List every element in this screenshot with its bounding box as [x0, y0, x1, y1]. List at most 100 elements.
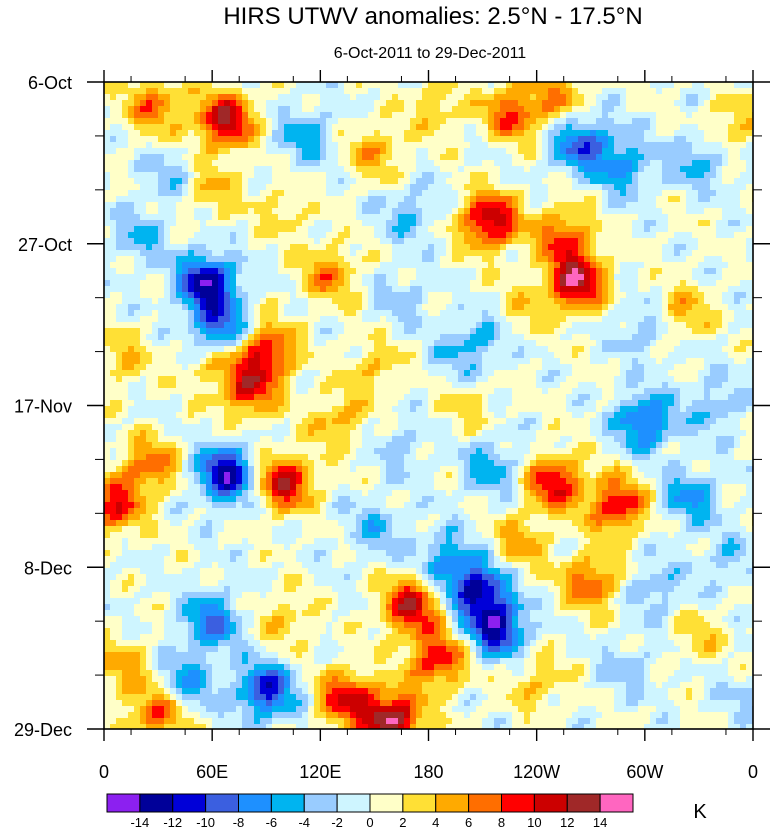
field-cell	[182, 214, 189, 221]
field-cell	[104, 268, 111, 275]
field-cell	[686, 82, 693, 89]
field-cell	[668, 232, 675, 239]
field-cell	[686, 232, 693, 239]
field-cell	[284, 94, 291, 101]
field-cell	[416, 118, 423, 125]
field-cell	[638, 274, 645, 281]
field-cell	[608, 166, 615, 173]
field-cell	[446, 88, 453, 95]
field-cell	[722, 310, 729, 317]
field-cell	[692, 148, 699, 155]
field-cell	[326, 352, 333, 359]
field-cell	[470, 298, 477, 305]
field-cell	[722, 286, 729, 293]
field-cell	[500, 346, 507, 353]
field-cell	[374, 202, 381, 209]
field-cell	[638, 154, 645, 161]
field-cell	[332, 292, 339, 299]
field-cell	[332, 346, 339, 353]
field-cell	[164, 82, 171, 89]
field-cell	[524, 250, 531, 257]
field-cell	[356, 100, 363, 107]
field-cell	[290, 328, 297, 335]
field-cell	[668, 130, 675, 137]
field-cell	[458, 220, 465, 227]
field-cell	[728, 82, 735, 89]
field-cell	[320, 106, 327, 113]
field-cell	[386, 166, 393, 173]
field-cell	[602, 262, 609, 269]
field-cell	[734, 112, 741, 119]
field-cell	[440, 106, 447, 113]
field-cell	[608, 274, 615, 281]
field-cell	[110, 250, 117, 257]
field-cell	[272, 256, 279, 263]
field-cell	[608, 226, 615, 233]
field-cell	[716, 328, 723, 335]
field-cell	[338, 286, 345, 293]
field-cell	[308, 130, 315, 137]
field-cell	[722, 196, 729, 203]
field-cell	[392, 256, 399, 263]
field-cell	[212, 118, 219, 125]
field-cell	[506, 256, 513, 263]
field-cell	[680, 310, 687, 317]
field-cell	[188, 244, 195, 251]
field-cell	[302, 184, 309, 191]
field-cell	[458, 100, 465, 107]
field-cell	[152, 214, 159, 221]
field-cell	[308, 322, 315, 329]
field-cell	[518, 142, 525, 149]
field-cell	[626, 226, 633, 233]
field-cell	[500, 100, 507, 107]
field-cell	[434, 346, 441, 353]
field-cell	[602, 136, 609, 143]
field-cell	[266, 82, 273, 89]
field-cell	[404, 310, 411, 317]
field-cell	[644, 202, 651, 209]
field-cell	[182, 262, 189, 269]
field-cell	[620, 190, 627, 197]
field-cell	[242, 142, 249, 149]
field-cell	[116, 88, 123, 95]
field-cell	[200, 232, 207, 239]
field-cell	[104, 184, 111, 191]
field-cell	[500, 142, 507, 149]
field-cell	[248, 232, 255, 239]
field-cell	[362, 298, 369, 305]
field-cell	[554, 202, 561, 209]
field-cell	[716, 118, 723, 125]
field-cell	[194, 124, 201, 131]
field-cell	[464, 232, 471, 239]
field-cell	[494, 304, 501, 311]
field-cell	[620, 106, 627, 113]
field-cell	[566, 82, 573, 89]
field-cell	[338, 94, 345, 101]
field-cell	[194, 148, 201, 155]
field-cell	[734, 346, 741, 353]
field-cell	[272, 346, 279, 353]
field-cell	[500, 208, 507, 215]
field-cell	[170, 304, 177, 311]
field-cell	[104, 94, 111, 101]
field-cell	[548, 262, 555, 269]
field-cell	[620, 142, 627, 149]
field-cell	[518, 214, 525, 221]
field-cell	[194, 280, 201, 287]
field-cell	[482, 280, 489, 287]
field-cell	[224, 208, 231, 215]
field-cell	[494, 124, 501, 131]
field-cell	[200, 334, 207, 341]
field-cell	[650, 316, 657, 323]
field-cell	[224, 166, 231, 173]
field-cell	[428, 274, 435, 281]
field-cell	[218, 262, 225, 269]
field-cell	[566, 100, 573, 107]
field-cell	[584, 202, 591, 209]
field-cell	[524, 328, 531, 335]
field-cell	[482, 250, 489, 257]
field-cell	[440, 340, 447, 347]
field-cell	[266, 298, 273, 305]
field-cell	[356, 232, 363, 239]
field-cell	[662, 88, 669, 95]
